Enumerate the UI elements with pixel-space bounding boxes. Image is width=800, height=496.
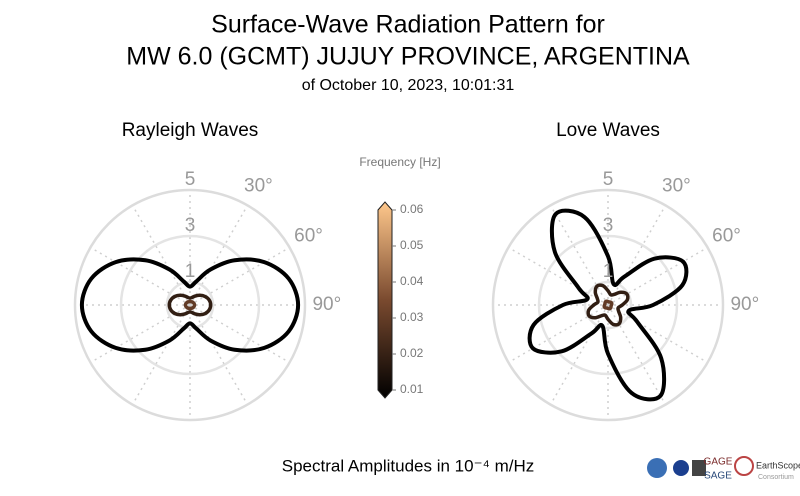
logo-nsf	[647, 458, 667, 478]
theta-grid-line	[607, 205, 667, 306]
logo-text: EarthScope	[756, 460, 800, 470]
r-tick-label: 5	[603, 169, 614, 190]
panel-title: Rayleigh Waves	[122, 120, 259, 141]
theta-tick-label: 30°	[244, 176, 273, 197]
theta-grid-line	[508, 304, 609, 364]
logos: GAGE SAGE EarthScope Consortium	[647, 456, 800, 482]
colorbar	[377, 201, 393, 399]
logo-text: SAGE	[704, 471, 732, 482]
logo-usgs	[692, 460, 706, 476]
r-tick-label: 1	[185, 261, 196, 282]
theta-grid-line	[189, 304, 249, 405]
r-grid-circle	[583, 280, 633, 330]
r-grid-circle	[73, 188, 307, 422]
colorbar-tick-label: 0.02	[400, 346, 424, 360]
theta-grid-line	[131, 304, 191, 405]
theta-grid-line	[607, 304, 708, 364]
r-tick-label: 5	[185, 169, 196, 190]
r-tick-label: 3	[603, 215, 614, 236]
colorbar-tick-label: 0.03	[400, 310, 424, 324]
logo-earthscope	[734, 456, 754, 476]
footer: Spectral Amplitudes in 10⁻⁴ m/Hz	[282, 456, 535, 475]
theta-grid-line	[131, 205, 191, 306]
logo-text: GAGE	[704, 457, 733, 468]
theta-tick-label: 30°	[662, 176, 691, 197]
r-grid-circle	[119, 234, 261, 376]
r-tick-label: 3	[185, 215, 196, 236]
title-line: Surface-Wave Radiation Pattern for	[211, 11, 605, 39]
theta-grid-line	[508, 246, 609, 306]
pattern-line	[586, 283, 630, 327]
polar-panel: Rayleigh Waves 1 3 5 30° 60° 90°	[73, 120, 341, 422]
pattern-line	[167, 293, 213, 317]
r-grid-circle	[537, 234, 679, 376]
theta-tick-label: 60°	[712, 226, 741, 247]
logo-text: Consortium	[758, 474, 794, 481]
colorbar-tick-label: 0.06	[400, 202, 424, 216]
pattern-line	[527, 208, 689, 402]
colorbar-tick-label: 0.01	[400, 382, 424, 396]
colorbar-tick-label: 0.04	[400, 274, 424, 288]
pattern-line	[183, 299, 197, 311]
panel-title: Love Waves	[556, 120, 660, 141]
r-tick-label: 1	[603, 261, 614, 282]
theta-grid-line	[549, 304, 609, 405]
theta-tick-label: 90°	[730, 294, 759, 315]
theta-grid-line	[189, 205, 249, 306]
r-grid-circle	[165, 280, 215, 330]
theta-grid-line	[607, 246, 708, 306]
logo-nasa	[673, 460, 689, 476]
colorbar-tick-label: 0.05	[400, 238, 424, 252]
pattern-line	[79, 257, 301, 353]
theta-tick-label: 60°	[294, 226, 323, 247]
polar-panel: Love Waves 1 3 5 30° 60° 90°	[491, 120, 759, 422]
r-grid-circle	[491, 188, 725, 422]
theta-grid-line	[549, 205, 609, 306]
subtitle: of October 10, 2023, 10:01:31	[302, 77, 515, 94]
theta-tick-label: 90°	[312, 294, 341, 315]
colorbar-label: Frequency [Hz]	[359, 155, 440, 169]
theta-grid-line	[607, 304, 667, 405]
pattern-line	[602, 299, 614, 311]
title-line: MW 6.0 (GCMT) JUJUY PROVINCE, ARGENTINA	[126, 43, 690, 71]
